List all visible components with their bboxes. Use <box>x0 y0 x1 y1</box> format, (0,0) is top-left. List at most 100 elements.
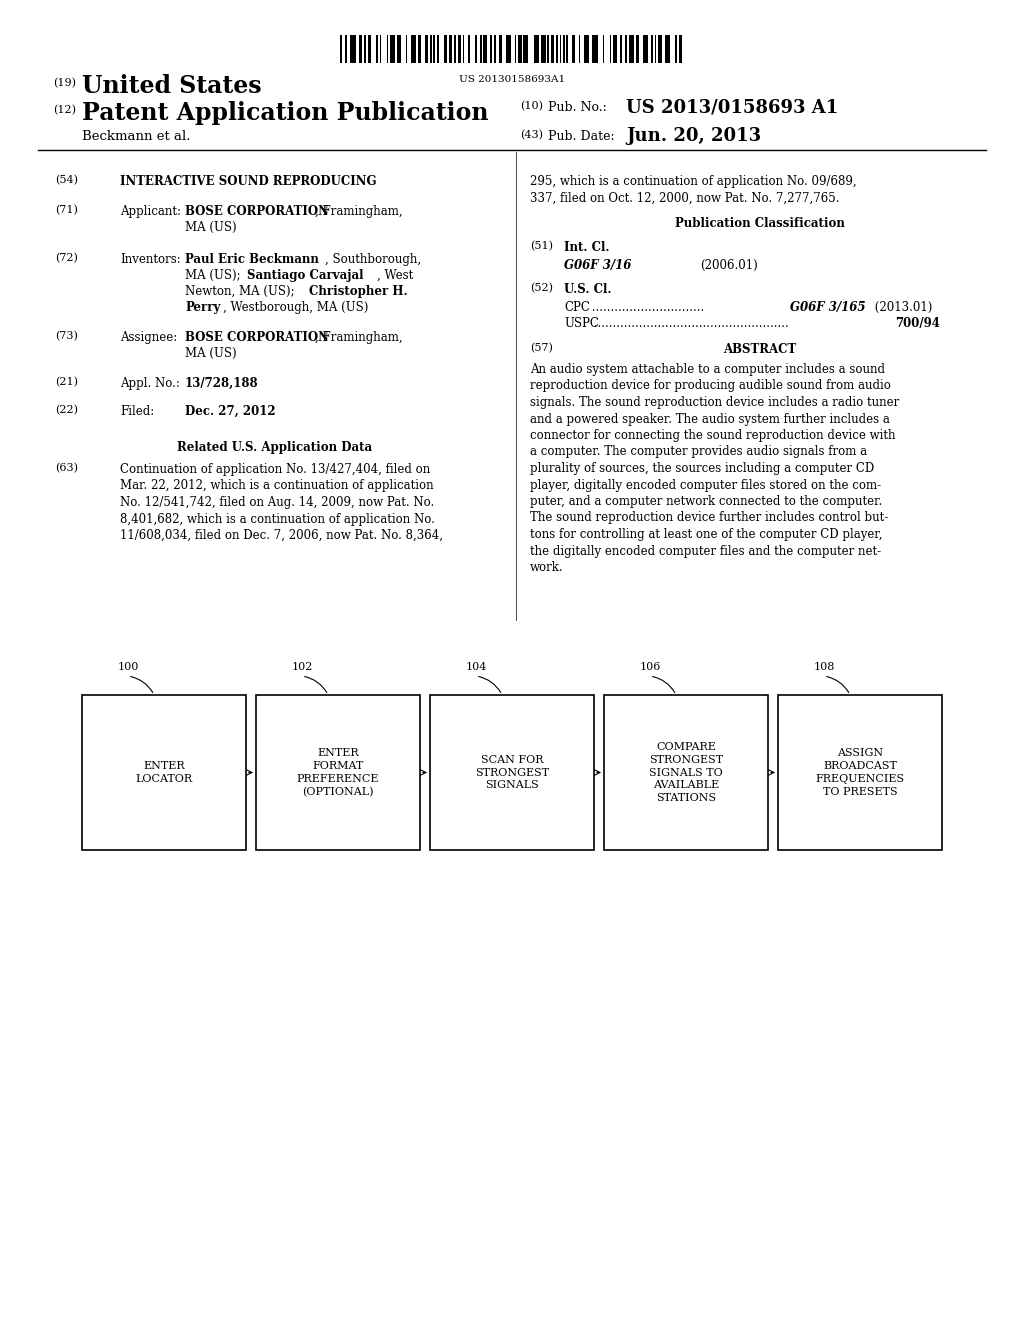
Bar <box>523 36 528 63</box>
Text: US 2013/0158693 A1: US 2013/0158693 A1 <box>626 99 839 117</box>
Text: (43): (43) <box>520 129 543 140</box>
Text: United States: United States <box>82 74 261 98</box>
Bar <box>340 36 342 63</box>
Text: ....................................................: ........................................… <box>590 317 793 330</box>
Bar <box>603 36 604 63</box>
Bar <box>658 36 662 63</box>
Text: ABSTRACT: ABSTRACT <box>723 343 797 356</box>
Text: (57): (57) <box>530 343 553 354</box>
Bar <box>425 36 428 63</box>
Bar <box>475 36 476 63</box>
Text: , Westborough, MA (US): , Westborough, MA (US) <box>223 301 369 314</box>
Bar <box>778 696 942 850</box>
Text: (52): (52) <box>530 282 553 293</box>
Text: ENTER
LOCATOR: ENTER LOCATOR <box>135 762 193 784</box>
Text: SCAN FOR
STRONGEST
SIGNALS: SCAN FOR STRONGEST SIGNALS <box>475 755 549 791</box>
Text: USPC: USPC <box>564 317 599 330</box>
Bar <box>359 36 362 63</box>
Text: 102: 102 <box>291 663 312 672</box>
Bar <box>406 36 408 63</box>
Text: , Southborough,: , Southborough, <box>325 253 421 267</box>
Bar <box>548 36 549 63</box>
Text: 104: 104 <box>465 663 486 672</box>
Text: (72): (72) <box>55 253 78 263</box>
Text: G06F 3/16: G06F 3/16 <box>564 259 632 272</box>
Bar <box>480 36 481 63</box>
Bar <box>494 36 496 63</box>
Text: 13/728,188: 13/728,188 <box>185 378 259 389</box>
Text: Applicant:: Applicant: <box>120 205 184 218</box>
Text: (51): (51) <box>530 242 553 251</box>
Bar <box>468 36 470 63</box>
Bar <box>515 36 516 63</box>
Bar <box>345 36 347 63</box>
Text: Inventors:: Inventors: <box>120 253 181 267</box>
Text: (10): (10) <box>520 102 543 111</box>
Text: ..............................: .............................. <box>588 301 708 314</box>
Text: Appl. No.:: Appl. No.: <box>120 378 180 389</box>
Bar <box>541 36 546 63</box>
Bar <box>551 36 554 63</box>
Text: Newton, MA (US);: Newton, MA (US); <box>185 285 298 298</box>
Bar <box>454 36 456 63</box>
Bar <box>411 36 416 63</box>
Bar <box>387 36 388 63</box>
Text: 106: 106 <box>639 663 660 672</box>
Text: Filed:: Filed: <box>120 405 155 418</box>
Text: Patent Application Publication: Patent Application Publication <box>82 102 488 125</box>
Text: , Framingham,: , Framingham, <box>315 205 402 218</box>
Bar <box>463 36 465 63</box>
Bar <box>350 36 355 63</box>
Text: Beckmann et al.: Beckmann et al. <box>82 129 190 143</box>
Bar <box>365 36 366 63</box>
Text: G06F 3/165: G06F 3/165 <box>790 301 865 314</box>
Text: (2006.01): (2006.01) <box>700 259 758 272</box>
Text: (22): (22) <box>55 405 78 416</box>
Text: Jun. 20, 2013: Jun. 20, 2013 <box>626 127 761 145</box>
Text: MA (US): MA (US) <box>185 347 237 360</box>
Bar <box>433 36 435 63</box>
Text: (21): (21) <box>55 378 78 387</box>
Bar <box>443 36 447 63</box>
Bar <box>665 36 670 63</box>
Bar <box>380 36 382 63</box>
Text: 108: 108 <box>813 663 835 672</box>
Bar <box>604 696 768 850</box>
Bar <box>579 36 581 63</box>
Text: BOSE CORPORATION: BOSE CORPORATION <box>185 205 329 218</box>
Bar <box>490 36 493 63</box>
Bar <box>651 36 653 63</box>
Text: CPC: CPC <box>564 301 590 314</box>
Bar <box>449 36 453 63</box>
Text: Dec. 27, 2012: Dec. 27, 2012 <box>185 405 275 418</box>
Bar <box>676 36 677 63</box>
Text: (71): (71) <box>55 205 78 215</box>
Text: 295, which is a continuation of application No. 09/689,
337, filed on Oct. 12, 2: 295, which is a continuation of applicat… <box>530 176 857 205</box>
Text: , West: , West <box>377 269 414 282</box>
Bar <box>483 36 487 63</box>
Text: , Framingham,: , Framingham, <box>315 331 402 345</box>
Bar <box>499 36 503 63</box>
Bar <box>609 36 611 63</box>
Bar <box>566 36 568 63</box>
Bar <box>592 36 598 63</box>
Bar <box>437 36 438 63</box>
Bar <box>679 36 682 63</box>
Bar <box>621 36 622 63</box>
Bar <box>571 36 575 63</box>
Text: INTERACTIVE SOUND REPRODUCING: INTERACTIVE SOUND REPRODUCING <box>120 176 377 187</box>
Text: Continuation of application No. 13/427,404, filed on
Mar. 22, 2012, which is a c: Continuation of application No. 13/427,4… <box>120 463 443 543</box>
Text: Assignee:: Assignee: <box>120 331 177 345</box>
Bar <box>563 36 564 63</box>
Text: (12): (12) <box>53 106 76 115</box>
Bar <box>636 36 639 63</box>
Bar <box>82 696 246 850</box>
Bar <box>654 36 656 63</box>
Text: COMPARE
STRONGEST
SIGNALS TO
AVAILABLE
STATIONS: COMPARE STRONGEST SIGNALS TO AVAILABLE S… <box>649 742 723 803</box>
Text: ENTER
FORMAT
PREFERENCE
(OPTIONAL): ENTER FORMAT PREFERENCE (OPTIONAL) <box>297 748 379 797</box>
Text: Related U.S. Application Data: Related U.S. Application Data <box>177 441 373 454</box>
Bar <box>629 36 634 63</box>
Text: (63): (63) <box>55 463 78 474</box>
Bar <box>584 36 589 63</box>
Bar <box>518 36 521 63</box>
